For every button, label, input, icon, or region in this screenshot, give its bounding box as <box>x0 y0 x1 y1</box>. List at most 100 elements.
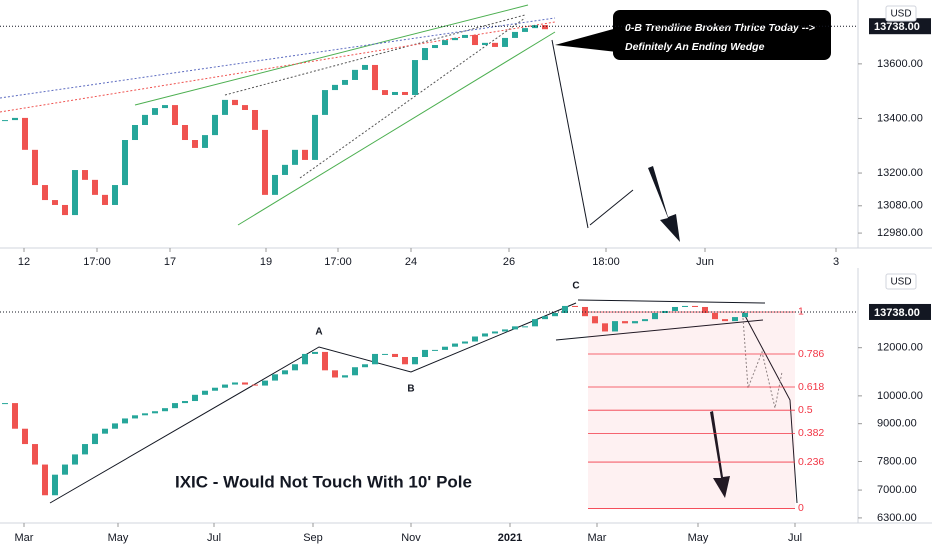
x-tick-label: 17:00 <box>324 256 352 268</box>
x-tick-label: Jul <box>207 532 221 544</box>
candle <box>392 353 398 357</box>
candle <box>482 42 488 46</box>
candle <box>452 343 458 347</box>
candle <box>692 305 698 307</box>
candle <box>222 384 228 388</box>
x-tick-label: 3 <box>833 256 839 268</box>
y-tick-label: 13080.00 <box>877 200 923 212</box>
candle <box>122 418 128 424</box>
candle <box>472 34 478 46</box>
chart-title: IXIC - Would Not Touch With 10' Pole <box>175 472 472 491</box>
bottom-drawings: A B C IXIC - Would Not Touch With 10' Po… <box>49 281 798 504</box>
candle <box>52 474 58 496</box>
candle <box>382 353 388 355</box>
currency-label: USD <box>890 9 911 20</box>
candle <box>592 316 598 324</box>
candle <box>42 464 48 496</box>
candle <box>462 34 468 38</box>
candle <box>192 140 198 148</box>
x-tick-label: 26 <box>503 256 515 268</box>
candle <box>232 99 238 106</box>
candle <box>172 105 178 126</box>
currency-label: USD <box>890 277 911 288</box>
fib-label: 0.618 <box>798 381 824 393</box>
candle <box>632 321 638 324</box>
candle <box>242 382 248 385</box>
candle <box>412 60 418 95</box>
candle <box>132 415 138 419</box>
projection-line <box>551 39 589 229</box>
candle <box>102 428 108 434</box>
last-price-box <box>869 303 931 320</box>
candle <box>412 356 418 365</box>
wave-label: C <box>572 281 579 292</box>
candle <box>512 31 518 38</box>
x-tick-label: Mar <box>588 532 607 544</box>
candle <box>572 305 578 307</box>
candle <box>372 64 378 91</box>
candle <box>82 170 88 180</box>
y-tick-label: 13200.00 <box>877 167 923 179</box>
candle <box>172 403 178 409</box>
projection-line <box>742 317 783 409</box>
x-tick-label: May <box>108 532 129 544</box>
candle <box>92 433 98 445</box>
candle <box>122 140 128 186</box>
candle <box>232 382 238 385</box>
fib-label: 0 <box>798 502 804 514</box>
candle <box>382 90 388 95</box>
candle <box>202 135 208 148</box>
candle <box>502 37 508 47</box>
candle <box>32 444 38 465</box>
candle <box>192 394 198 402</box>
last-price-box <box>869 18 931 35</box>
candle <box>682 305 688 307</box>
y-tick-label: 12000.00 <box>877 342 923 354</box>
candle <box>732 317 738 322</box>
candle <box>162 408 168 412</box>
candle <box>532 319 538 327</box>
candle <box>12 403 18 429</box>
candle <box>712 312 718 320</box>
candle <box>212 114 218 136</box>
candle <box>672 306 678 311</box>
callout-text: Definitely An Ending Wedge <box>625 41 765 53</box>
x-tick-label: May <box>688 532 709 544</box>
candle <box>512 326 518 330</box>
candle <box>182 401 188 404</box>
candle <box>12 117 18 121</box>
candle <box>492 42 498 47</box>
candle <box>302 353 308 365</box>
candle <box>302 149 308 160</box>
candle <box>252 109 258 130</box>
candle <box>432 45 438 49</box>
x-tick-label: 18:00 <box>592 256 620 268</box>
candle <box>452 37 458 41</box>
candle <box>602 323 608 332</box>
candle <box>422 48 428 61</box>
candle <box>442 346 448 350</box>
y-tick-label: 7800.00 <box>877 455 917 467</box>
chart: 6300.00 7000.00 7800.00 9000.00 10000.00 1200… <box>0 273 931 544</box>
last-price-label: 13738.00 <box>874 21 920 33</box>
candle <box>332 84 338 91</box>
candle <box>92 179 98 195</box>
x-tick-label: 2021 <box>498 532 522 544</box>
x-tick-label: 24 <box>405 256 417 268</box>
candle <box>442 40 448 46</box>
y-tick-label: 10000.00 <box>877 390 923 402</box>
candle <box>102 194 108 205</box>
candle <box>142 114 148 126</box>
candle <box>52 200 58 205</box>
candle <box>542 25 548 30</box>
candle <box>222 99 228 115</box>
y-tick-label: 13600.00 <box>877 58 923 70</box>
chart: 12980.00 13080.00 13200.00 13400.00 13600.00… <box>0 5 931 268</box>
currency-box <box>885 273 917 290</box>
candle <box>312 351 318 354</box>
candle <box>292 364 298 371</box>
candle <box>542 316 548 320</box>
x-tick-label: Sep <box>303 532 323 544</box>
candle <box>32 149 38 186</box>
x-tick-label: 17:00 <box>83 256 111 268</box>
